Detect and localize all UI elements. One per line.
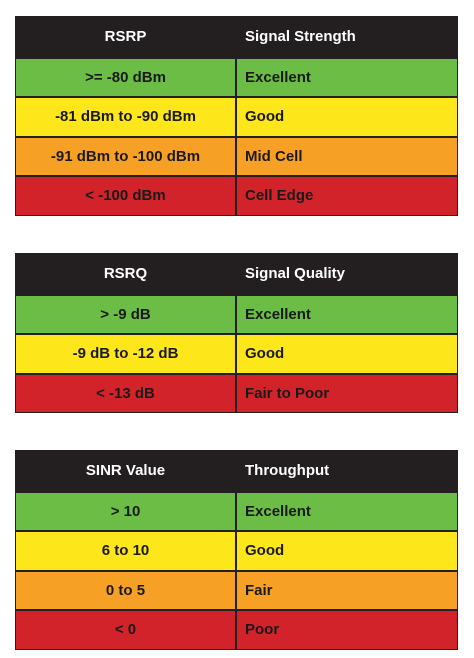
header-row: RSRP Signal Strength	[16, 17, 457, 57]
header-row: SINR Value Throughput	[16, 451, 457, 491]
table-cell: < -13 dB	[16, 374, 237, 412]
table-row: 6 to 10 Good	[16, 530, 457, 570]
table-cell: Fair	[245, 581, 273, 599]
table-row: > 10 Excellent	[16, 490, 457, 530]
signal-table: RSRQ Signal Quality > -9 dB Excellent -9 dB …	[15, 253, 458, 413]
table-cell: Poor	[245, 621, 280, 639]
table-cell: > 10	[16, 492, 237, 530]
header-row: RSRQ Signal Quality	[16, 254, 457, 294]
table-cell: Excellent	[245, 502, 311, 520]
table-cell: Cell Edge	[245, 187, 314, 205]
header-cell: Signal Strength	[245, 28, 356, 46]
table-cell: Excellent	[245, 305, 311, 323]
table-row: < -13 dB Fair to Poor	[16, 372, 457, 412]
table-cell: Good	[245, 108, 285, 126]
signal-table: SINR Value Throughput > 10 Excellent 6 to 10…	[15, 450, 458, 650]
header-cell: Throughput	[245, 462, 330, 480]
table-cell: -91 dBm to -100 dBm	[16, 137, 237, 175]
table-row: -9 dB to -12 dB Good	[16, 333, 457, 373]
table-row: 0 to 5 Fair	[16, 569, 457, 609]
table-cell: < -100 dBm	[16, 177, 237, 215]
table-cell: 6 to 10	[16, 532, 237, 570]
table-cell: < 0	[16, 611, 237, 649]
table-cell: 0 to 5	[16, 571, 237, 609]
table-cell: Good	[245, 542, 285, 560]
table-row: >= -80 dBm Excellent	[16, 56, 457, 96]
header-cell: Signal Quality	[245, 265, 346, 283]
table-cell: Mid Cell	[245, 147, 303, 165]
table-row: -91 dBm to -100 dBm Mid Cell	[16, 135, 457, 175]
header-cell: RSRQ	[16, 254, 237, 294]
header-cell: RSRP	[16, 17, 237, 57]
table-cell: > -9 dB	[16, 295, 237, 333]
table-cell: Good	[245, 345, 285, 363]
table-row: < -100 dBm Cell Edge	[16, 175, 457, 215]
table-cell: -81 dBm to -90 dBm	[16, 98, 237, 136]
table-cell: -9 dB to -12 dB	[16, 335, 237, 373]
table-cell: >= -80 dBm	[16, 58, 237, 96]
table-row: < 0 Poor	[16, 609, 457, 649]
table-row: > -9 dB Excellent	[16, 293, 457, 333]
table-cell: Excellent	[245, 68, 311, 86]
signal-table: RSRP Signal Strength >= -80 dBm Excellent -8…	[15, 16, 458, 216]
header-cell: SINR Value	[16, 451, 237, 491]
table-row: -81 dBm to -90 dBm Good	[16, 96, 457, 136]
table-cell: Fair to Poor	[245, 384, 330, 402]
